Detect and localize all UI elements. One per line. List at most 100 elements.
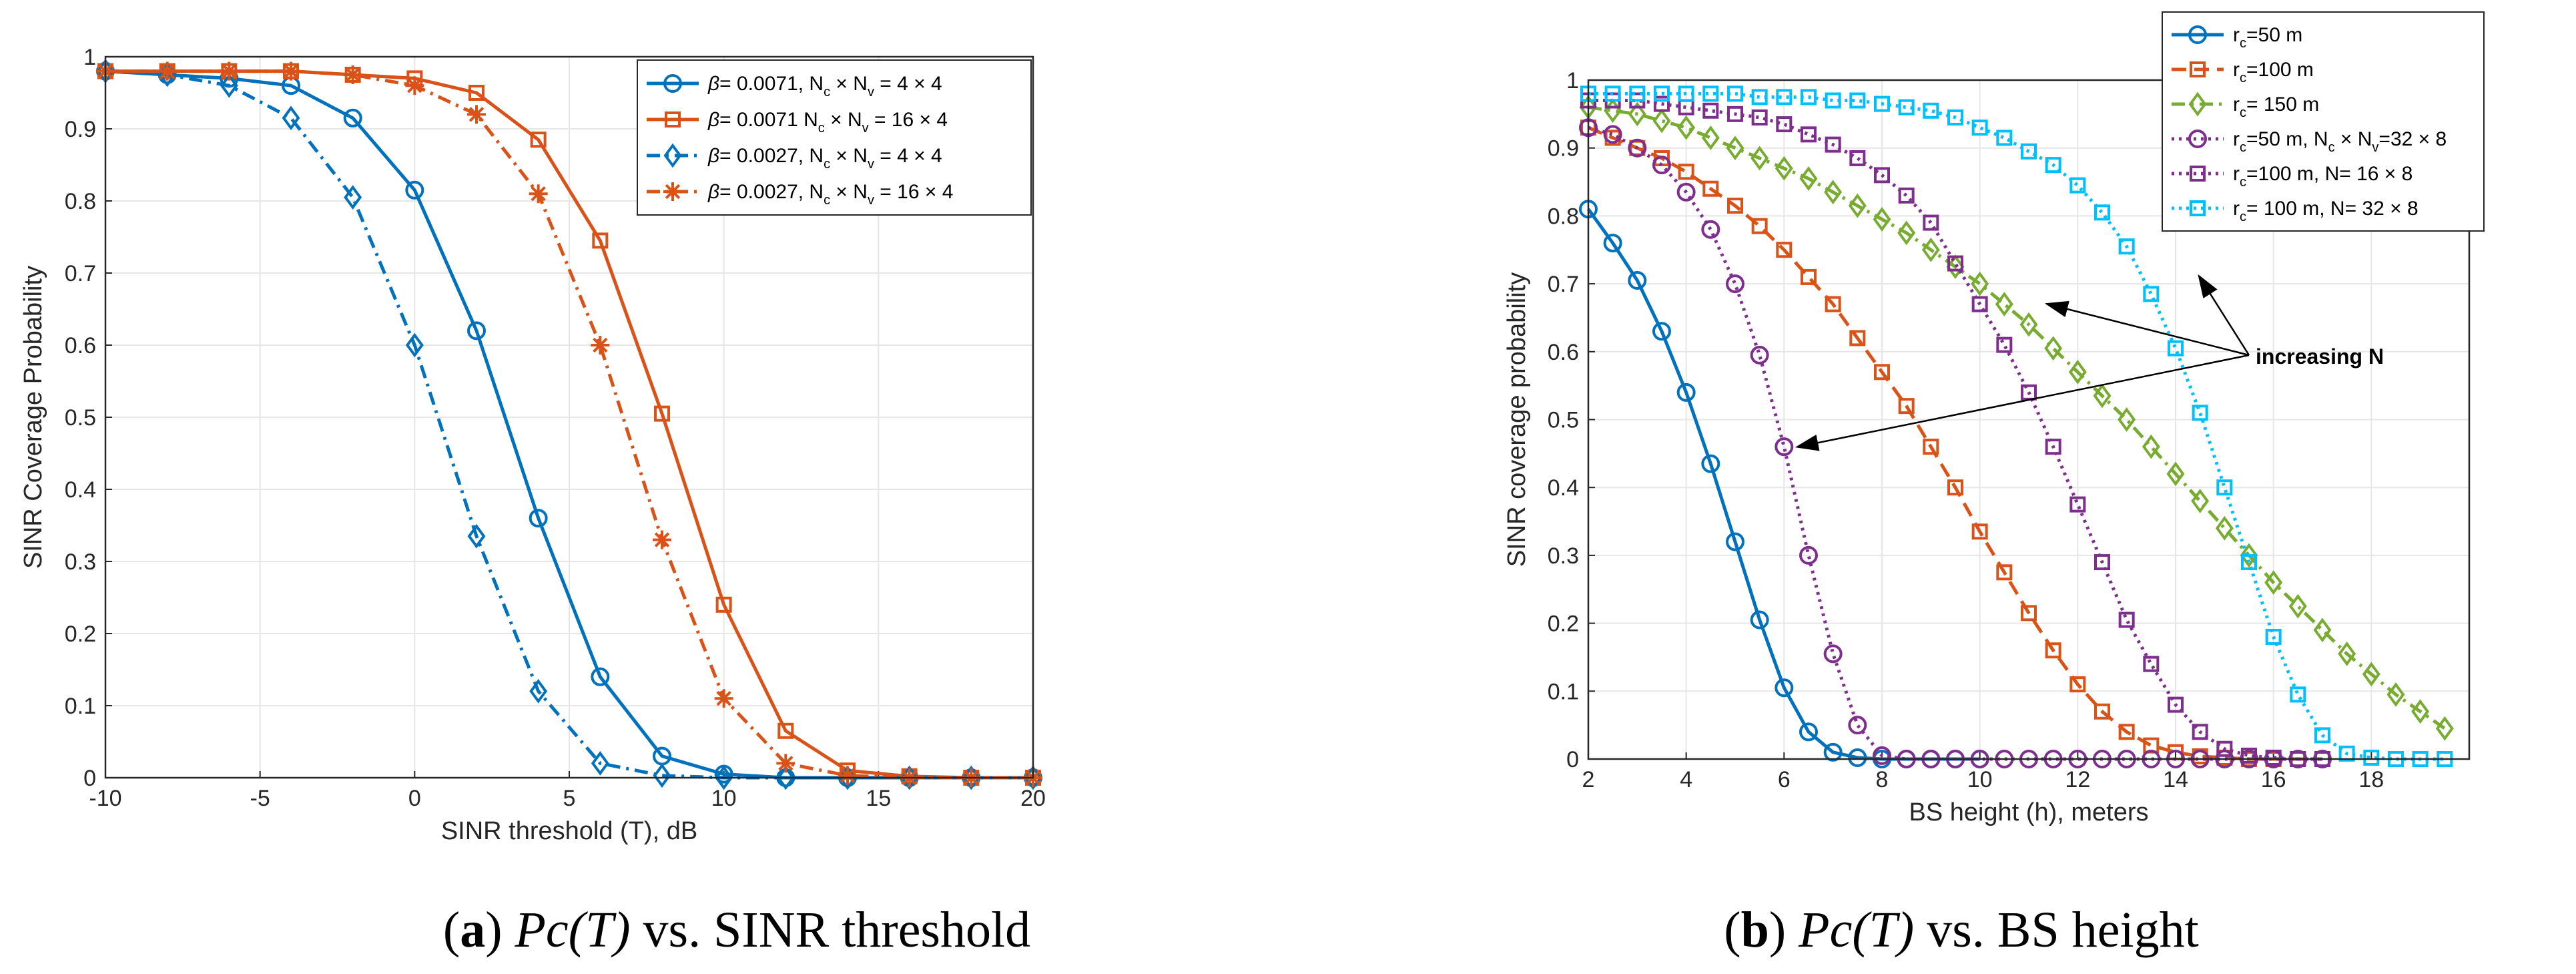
chart-b-series-2-point [2288,593,2307,619]
chart-a-axes-box [104,55,1034,779]
chart-b-series-2-point [1971,271,1989,296]
chart-b-series-2-point [2313,618,2332,643]
chart-b-series-4-point [1702,102,1719,119]
chart-a-series-3-point [405,76,424,95]
chart-b-series-5-point [1849,92,1866,109]
caption-b-math: Pc(T) [1798,902,1914,958]
chart-b-series-5-point [2143,286,2160,302]
chart-a-series-0-point [529,509,548,528]
chart-b-series-4-point [1654,95,1670,112]
chart-a-series-3-point [343,65,362,84]
chart-b-series-3-point [1726,274,1744,294]
chart-b-series-0-point [1676,383,1696,402]
chart-a-series-3-point [529,184,548,204]
chart-b-series-2-point [1946,254,1965,280]
chart-b-series-2-point [2240,543,2258,568]
chart-b-series-5-point [1971,119,1988,136]
chart-a-series-1-point [468,85,485,101]
chart-b-series-5-point [2021,143,2037,160]
chart-b-series-1-point [1874,364,1890,381]
chart-b-series-4-point [1971,296,1988,312]
chart-b-series-2-point [2435,716,2454,741]
caption-a-text: vs. SINR threshold [631,902,1031,958]
chart-a-legend-label: β= 0.0027, Nc × Nv = 16 × 4 [707,181,953,208]
chart-b-legend-label: rc=100 m [2233,59,2314,85]
chart-b-series-4-point [2168,696,2184,713]
chart-b-series-1-point [2094,703,2110,720]
chart-a-legend-entry: β= 0.0071 Nc × Nv = 16 × 4 [647,109,948,136]
chart-b-legend-entry: rc=100 m, N= 16 × 8 [2172,163,2412,190]
chart-a-ytick-label: 0.9 [65,117,96,142]
chart-b-series-5-point [1678,85,1694,102]
chart-b-series-2-point [1848,193,1867,218]
chart-b-series-5-point [1923,102,1939,119]
chart-b-series-2-point [1873,207,1891,232]
chart-b-ytick-label: 0.7 [1548,272,1579,297]
chart-b-series-2-point [2142,434,2160,459]
chart-b-series-1-point [1849,330,1866,346]
chart-b-series-5-point [2290,686,2306,703]
chart-a-ylabel: SINR Coverage Probability [19,266,47,569]
chart-b-series-1-point [1801,268,1817,285]
chart-b-series-5-point [1776,89,1793,105]
chart-b-annotation: increasing N [1795,274,2384,451]
chart-b-series-1-point [1825,296,1841,312]
chart-b-series-4-point [2192,724,2208,740]
chart-b-series-2-point [2338,641,2356,666]
chart-a-series-2-point [405,332,424,358]
chart-b-series-1-point [2045,642,2061,659]
chart-b-xtick-label: 14 [2163,767,2188,792]
chart-b-ytick-label: 0.8 [1548,204,1579,229]
chart-b-series-4-point [2216,740,2233,757]
chart-b-series-0-point [1775,678,1794,698]
chart-b-series-4-point [1947,255,1963,272]
chart-a-series-3-line [105,69,1033,780]
chart-b-series-1-point [2069,676,2086,693]
chart-b-legend-marker [2190,166,2206,182]
chart-b-series-1-point [1996,564,2013,581]
chart-a-series-1-point [530,132,547,148]
chart-b-series-4-point [2265,749,2282,766]
chart-a-legend-entry: β= 0.0027, Nc × Nv = 4 × 4 [647,143,942,172]
chart-a-xtick-label: -5 [250,786,270,811]
chart-a-series-0-point [343,108,362,128]
chart-b-series-4-point [1801,126,1817,143]
chart-b-xtick-label: 6 [1778,767,1791,792]
chart-a-series-2-point [220,73,238,98]
chart-b-series-3-point [1873,746,1891,765]
chart-b-series-0-point [1750,610,1769,630]
chart-a-legend-box [637,59,1032,216]
chart-b-legend-box [2162,11,2485,232]
chart-b-series-5-point [2192,405,2208,421]
chart-b-series-2-point [1726,136,1744,161]
chart-b-series-5-point [1825,92,1841,109]
chart-b-xtick-label: 10 [1967,767,1993,792]
chart-a-series-3-point [776,754,795,773]
chart-b-legend-entry: rc= 100 m, N= 32 × 8 [2172,198,2419,224]
chart-b-annotation-arrow [2198,274,2250,356]
chart-a-series-3-point [591,336,610,354]
chart-b-series-5-point [2118,238,2135,255]
chart-b-xtick-label: 16 [2261,767,2286,792]
chart-b-xlabel: BS height (h), meters [1909,798,2148,826]
chart-a-ytick-label: 0.7 [65,261,96,286]
chart-a-series-2-point [529,679,548,704]
chart-b-series-1-point [1727,198,1743,214]
chart-a-ytick-label: 0.6 [65,333,96,358]
chart-a-legend-marker [663,182,682,201]
chart-b-series-5-point [1874,95,1890,112]
chart-a-series-3-point [653,530,671,549]
chart-a-series-2-point [344,185,362,210]
chart-a-series-1-point [592,232,609,249]
chart-b-series-5 [1580,85,2453,767]
chart-a-ytick-label: 0.3 [65,549,96,575]
chart-b-series-2 [1579,95,2454,741]
chart-b-series-4-point [1825,136,1841,153]
chart-b-series-4 [1580,92,2330,767]
chart-b: 2 4 6 8 10 12 14 16 18 0 0.1 0.2 0.3 0.4 0.5 0.6 0.7 0.8 0… [1503,11,2485,826]
chart-a-xtick-label: 15 [866,786,891,811]
chart-a: -10 -5 0 5 10 15 2000.10.20.30.40.50.60.70.80.… [19,45,1046,845]
chart-a-ytick-label: 0.5 [65,405,96,431]
chart-b-legend-marker [2190,200,2206,216]
chart-a-ytick-label: 0.2 [65,622,96,647]
